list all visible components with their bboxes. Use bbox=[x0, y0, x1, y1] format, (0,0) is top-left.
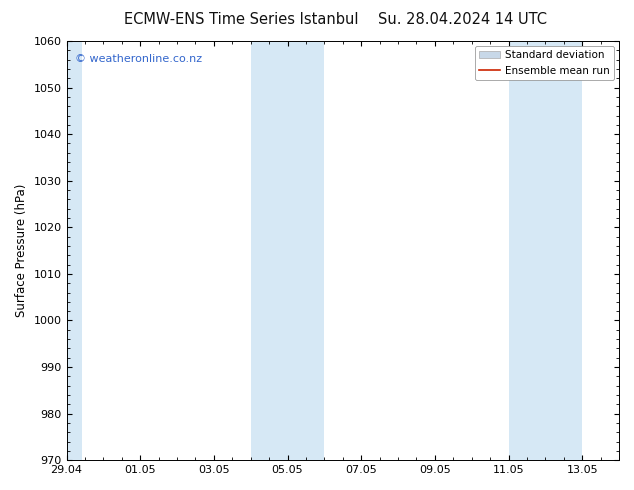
Bar bbox=[508, 41, 582, 460]
Text: © weatheronline.co.nz: © weatheronline.co.nz bbox=[75, 53, 202, 64]
Text: Su. 28.04.2024 14 UTC: Su. 28.04.2024 14 UTC bbox=[378, 12, 547, 27]
Text: ECMW-ENS Time Series Istanbul: ECMW-ENS Time Series Istanbul bbox=[124, 12, 358, 27]
Bar bbox=[250, 41, 325, 460]
Legend: Standard deviation, Ensemble mean run: Standard deviation, Ensemble mean run bbox=[475, 46, 614, 80]
Y-axis label: Surface Pressure (hPa): Surface Pressure (hPa) bbox=[15, 184, 28, 318]
Bar bbox=[67, 41, 82, 460]
